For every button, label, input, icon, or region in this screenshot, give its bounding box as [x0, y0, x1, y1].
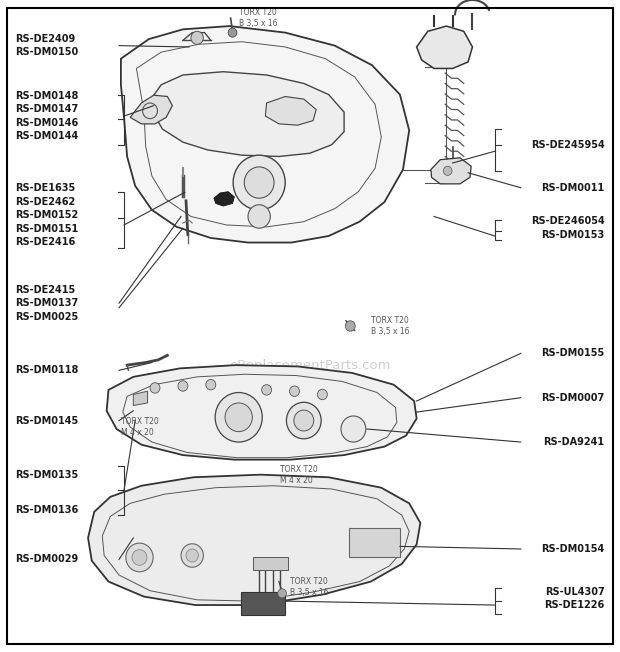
Text: RS-DA9241: RS-DA9241 [543, 437, 604, 447]
Text: RS-DM0007: RS-DM0007 [541, 393, 604, 403]
Circle shape [132, 550, 147, 565]
Circle shape [262, 385, 272, 395]
Text: RS-DM0148
RS-DM0147
RS-DM0146
RS-DM0144: RS-DM0148 RS-DM0147 RS-DM0146 RS-DM0144 [16, 91, 79, 141]
Circle shape [345, 321, 355, 331]
Text: RS-DM0155: RS-DM0155 [541, 348, 604, 359]
FancyBboxPatch shape [241, 592, 285, 615]
Text: RS-DE246054
RS-DM0153: RS-DE246054 RS-DM0153 [531, 216, 604, 240]
Circle shape [443, 166, 452, 175]
Text: TORX T20
B 3,5 x 16: TORX T20 B 3,5 x 16 [290, 577, 329, 597]
Circle shape [290, 386, 299, 396]
Text: RS-DE245954: RS-DE245954 [531, 140, 604, 150]
Polygon shape [265, 96, 316, 125]
Circle shape [206, 379, 216, 390]
Text: RS-DM0154: RS-DM0154 [541, 544, 604, 554]
Circle shape [228, 28, 237, 37]
Text: RS-DM0029: RS-DM0029 [16, 554, 79, 565]
Circle shape [341, 416, 366, 442]
Polygon shape [88, 475, 420, 605]
Circle shape [186, 549, 198, 562]
FancyBboxPatch shape [349, 528, 400, 557]
Text: RS-UL4307
RS-DE1226: RS-UL4307 RS-DE1226 [544, 587, 604, 610]
Text: RS-DM0118: RS-DM0118 [16, 365, 79, 376]
Circle shape [150, 383, 160, 393]
Text: RS-DM0135: RS-DM0135 [16, 469, 79, 480]
Circle shape [178, 381, 188, 391]
Polygon shape [107, 365, 417, 460]
Text: RS-DM0145: RS-DM0145 [16, 415, 79, 426]
Polygon shape [152, 72, 344, 156]
Circle shape [294, 410, 314, 431]
Circle shape [126, 543, 153, 572]
Text: TORX T20
B 3,5 x 16: TORX T20 B 3,5 x 16 [239, 8, 278, 28]
Text: RS-DE2409
RS-DM0150: RS-DE2409 RS-DM0150 [16, 34, 79, 57]
Text: RS-DM0011: RS-DM0011 [541, 183, 604, 193]
FancyBboxPatch shape [253, 557, 288, 570]
Text: RS-DE2415
RS-DM0137
RS-DM0025: RS-DE2415 RS-DM0137 RS-DM0025 [16, 284, 79, 322]
Text: TORX T20
B 3,5 x 16: TORX T20 B 3,5 x 16 [371, 316, 409, 336]
Text: RS-DM0136: RS-DM0136 [16, 505, 79, 515]
Circle shape [248, 205, 270, 228]
Circle shape [244, 167, 274, 198]
Circle shape [215, 393, 262, 442]
Polygon shape [214, 192, 234, 206]
Text: RS-DE1635
RS-DE2462
RS-DM0152
RS-DM0151
RS-DE2416: RS-DE1635 RS-DE2462 RS-DM0152 RS-DM0151 … [16, 183, 79, 247]
Polygon shape [133, 391, 148, 406]
Circle shape [225, 403, 252, 432]
Circle shape [278, 589, 286, 598]
Polygon shape [121, 26, 409, 243]
Text: TORX T20
M 4 x 20: TORX T20 M 4 x 20 [280, 465, 318, 484]
Polygon shape [417, 26, 472, 68]
Polygon shape [431, 158, 471, 184]
Text: eReplacementParts.com: eReplacementParts.com [229, 359, 391, 372]
Circle shape [317, 389, 327, 400]
Circle shape [286, 402, 321, 439]
Text: TORX T20
M 4 x 20: TORX T20 M 4 x 20 [121, 417, 159, 437]
Polygon shape [130, 95, 172, 124]
Circle shape [191, 31, 203, 44]
Circle shape [233, 155, 285, 210]
Circle shape [181, 544, 203, 567]
